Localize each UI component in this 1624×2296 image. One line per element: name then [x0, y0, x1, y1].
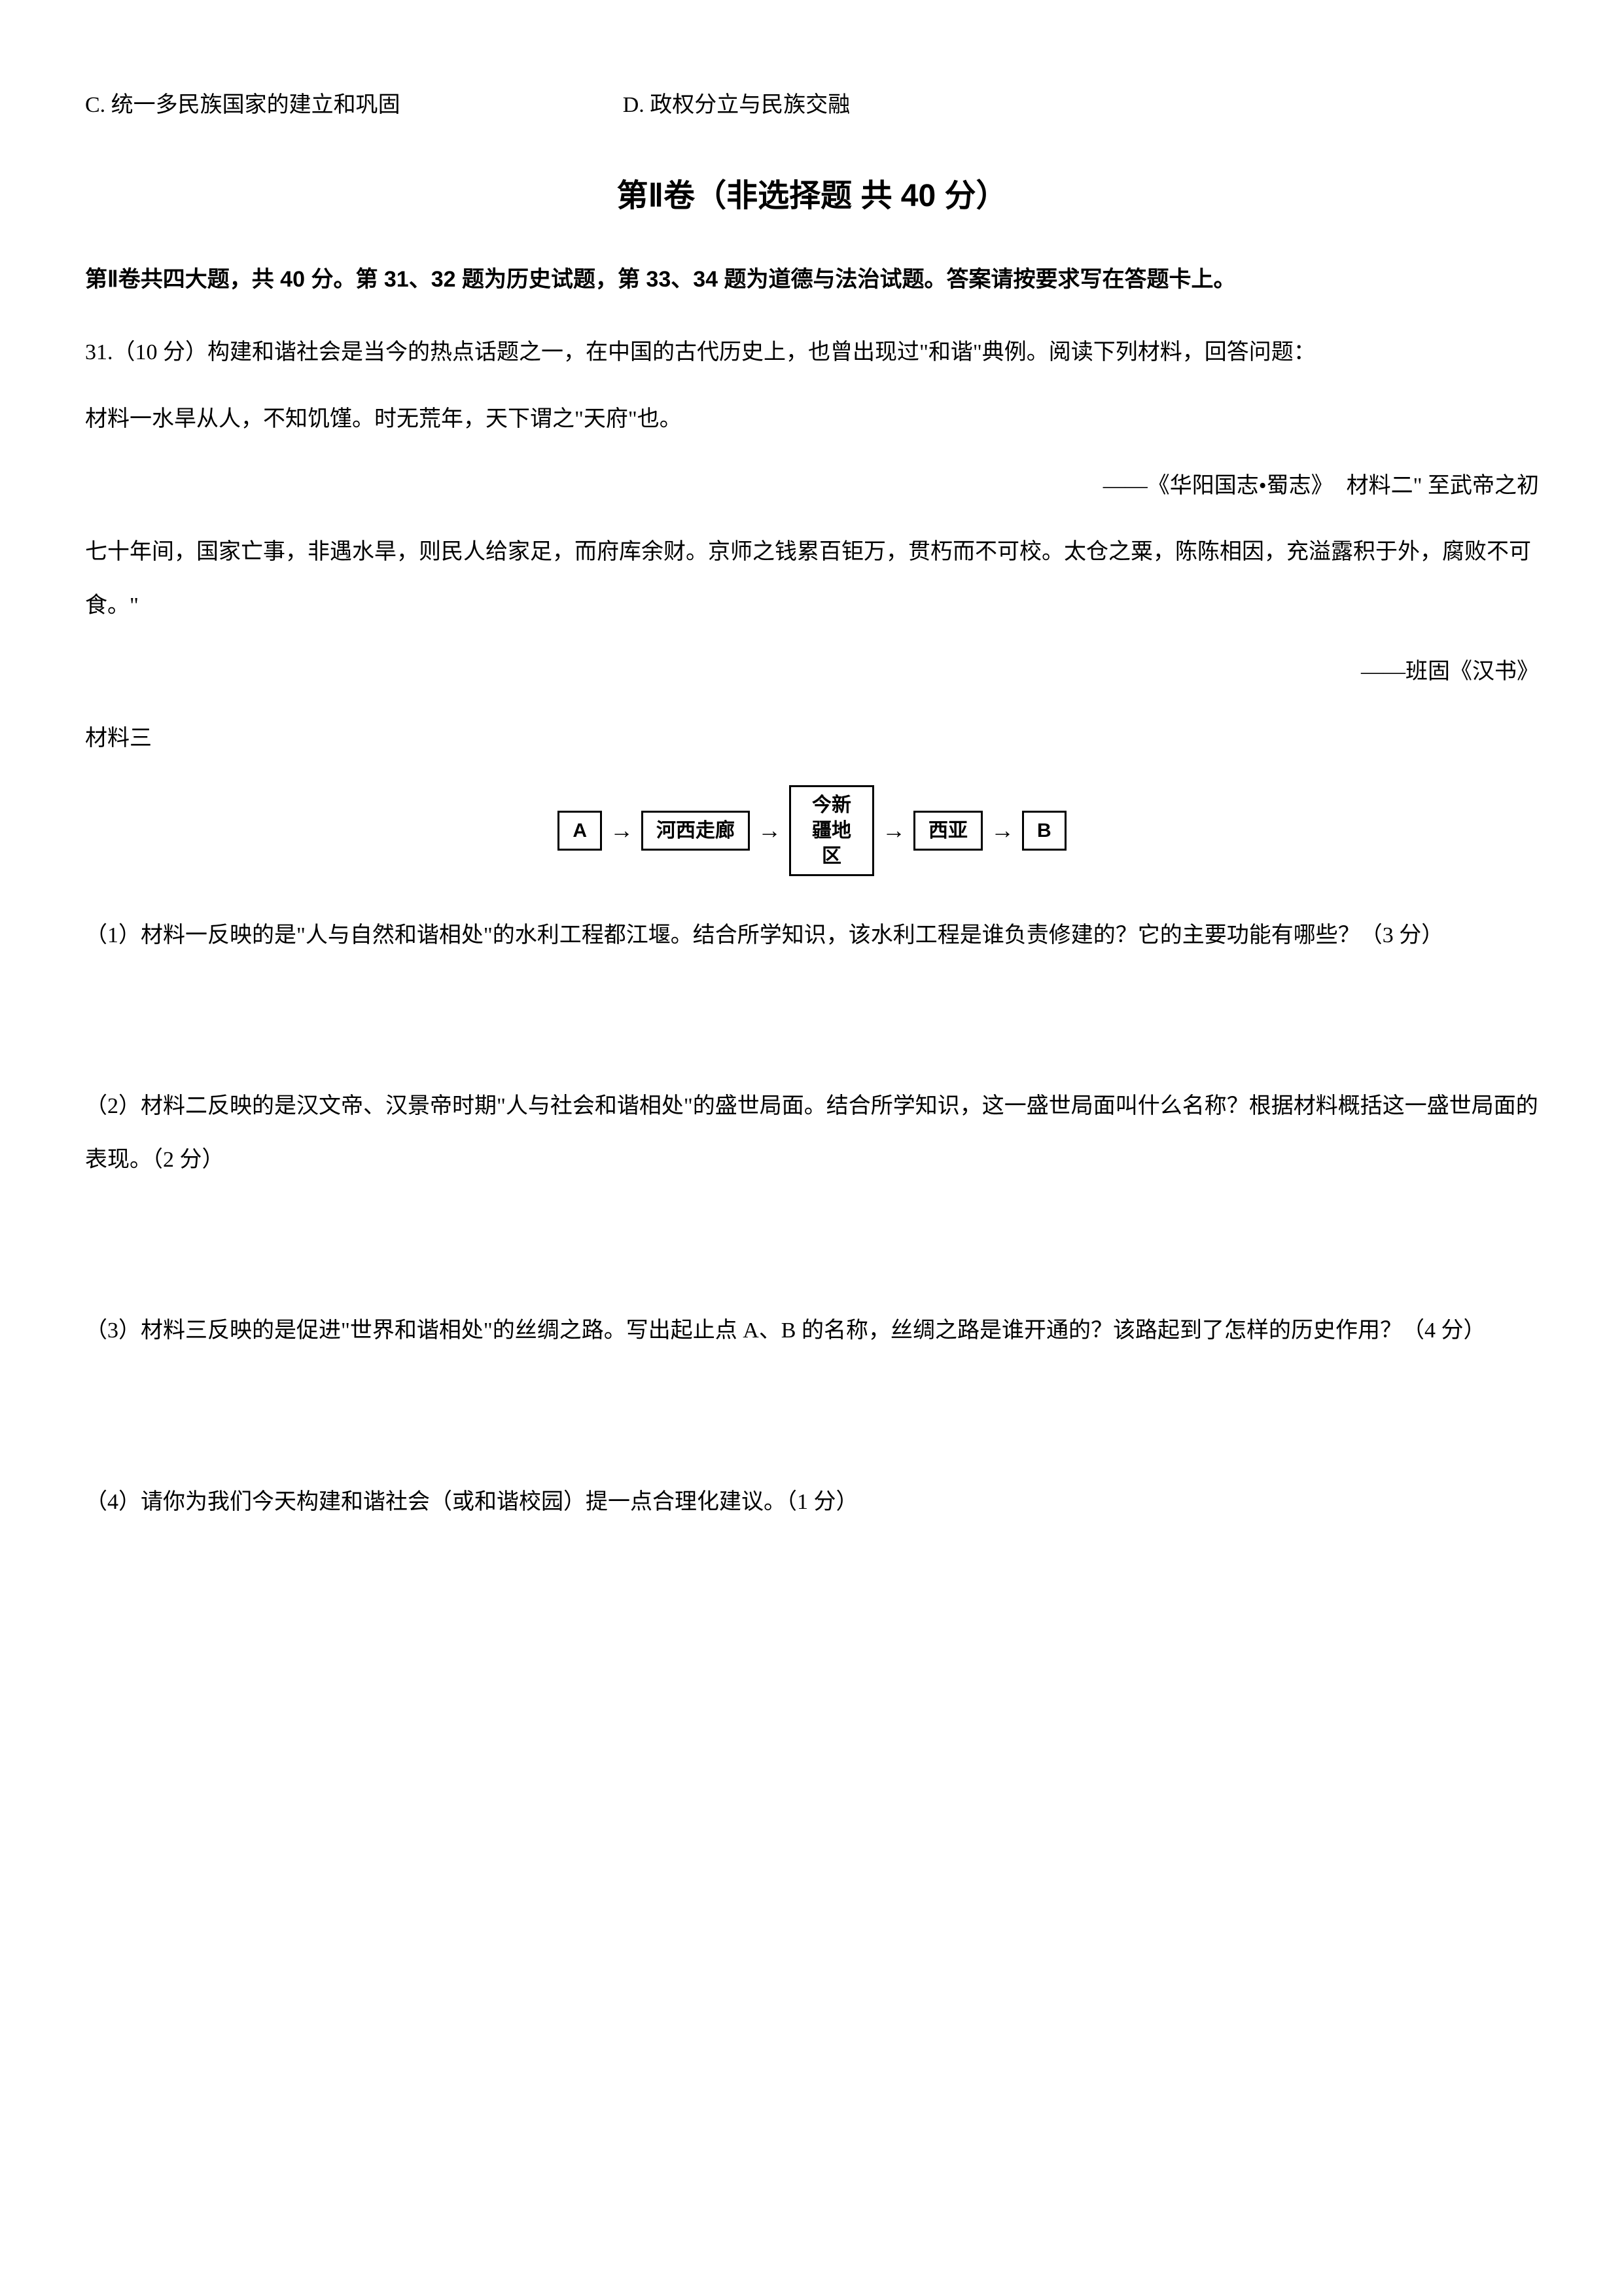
arrow-icon: → — [610, 802, 633, 858]
arrow-icon: → — [758, 802, 781, 858]
diagram-box-a: A — [557, 811, 602, 851]
option-c: C. 统一多民族国家的建立和巩固 — [85, 79, 400, 132]
material-1: 材料一水旱从人，不知饥馑。时无荒年，天下谓之"天府"也。 — [85, 393, 1539, 446]
material-2-body: 七十年间，国家亡事，非遇水旱，则民人给家足，而府库余财。京师之钱累百钜万，贯朽而… — [85, 525, 1539, 632]
sub-question-3: （3）材料三反映的是促进"世界和谐相处"的丝绸之路。写出起止点 A、B 的名称，… — [85, 1304, 1539, 1358]
diagram-box-hexi: 河西走廊 — [641, 811, 750, 851]
section-intro: 第Ⅱ卷共四大题，共 40 分。第 31、32 题为历史试题，第 33、34 题为… — [85, 253, 1539, 307]
diagram-box-xiya: 西亚 — [913, 811, 983, 851]
diagram-box-b: B — [1022, 811, 1067, 851]
q31-prompt: 31.（10 分）构建和谐社会是当今的热点话题之一，在中国的古代历史上，也曾出现… — [85, 326, 1539, 380]
attribution-1: ——《华阳国志•蜀志》 — [85, 459, 1347, 513]
attribution-2: ——班固《汉书》 — [85, 645, 1539, 699]
diagram-box-xinjiang: 今新疆地区 — [789, 785, 874, 876]
arrow-icon: → — [882, 802, 906, 858]
section-title: 第Ⅱ卷（非选择题 共 40 分） — [85, 158, 1539, 234]
sub-question-1: （1）材料一反映的是"人与自然和谐相处"的水利工程都江堰。结合所学知识，该水利工… — [85, 909, 1539, 963]
material-2-prefix: 材料二" 至武帝之初 — [1347, 459, 1539, 513]
arrow-icon: → — [991, 802, 1014, 858]
sub-question-2: （2）材料二反映的是汉文帝、汉景帝时期"人与社会和谐相处"的盛世局面。结合所学知… — [85, 1080, 1539, 1186]
sub-question-4: （4）请你为我们今天构建和谐社会（或和谐校园）提一点合理化建议。（1 分） — [85, 1475, 1539, 1529]
option-d: D. 政权分立与民族交融 — [623, 79, 851, 132]
material-3-label: 材料三 — [85, 712, 1539, 766]
silk-road-diagram: A → 河西走廊 → 今新疆地区 → 西亚 → B — [85, 785, 1539, 876]
